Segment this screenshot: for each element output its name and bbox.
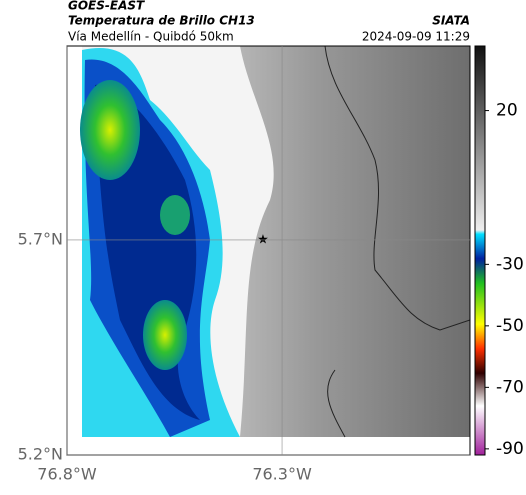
colorbar-tick-label: -70 [496,377,524,397]
colorbar-tick-label: -90 [496,439,524,459]
colorbar-tick-label: 20 [496,101,518,121]
colorbar-tick-label: -50 [496,316,524,336]
timestamp: 2024-09-09 11:29 [362,30,470,44]
colorbar-tick-label: -30 [496,254,524,274]
brand: SIATA [432,14,470,28]
lon-tick-label: 76.8°W [37,465,97,484]
title: Temperatura de Brillo CH13 [68,14,255,28]
satellite-image [67,46,470,455]
lat-tick-label: 5.2°N [18,445,63,464]
subtitle: Vía Medellín - Quibdó 50km [68,30,234,44]
lat-tick-label: 5.7°N [18,229,63,248]
colorbar [474,45,486,456]
lon-tick-label: 76.3°W [252,465,312,484]
source: GOES-EAST [68,0,145,13]
